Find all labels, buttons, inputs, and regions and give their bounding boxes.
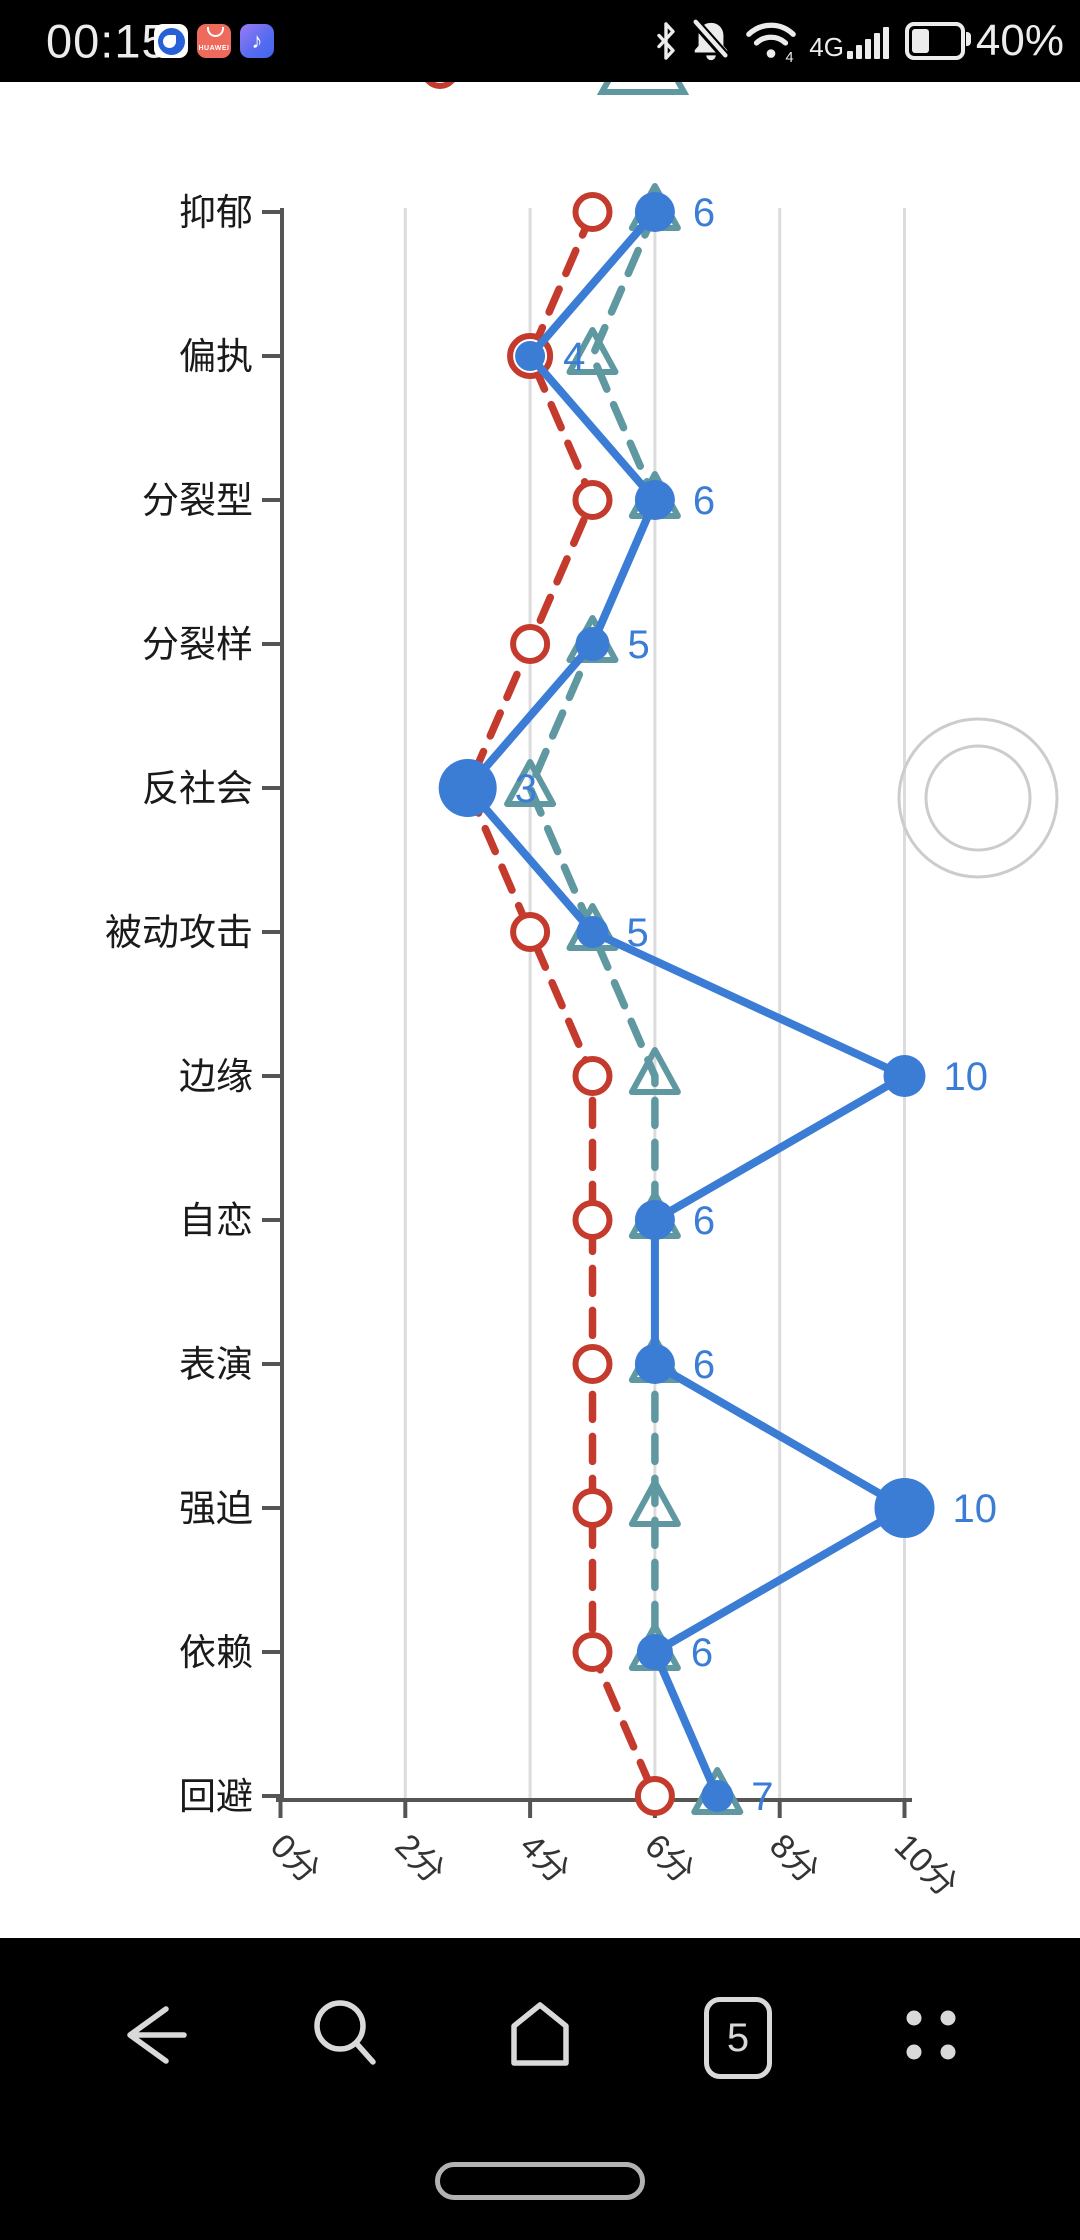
marker-filled-circle xyxy=(634,1200,675,1240)
value-label: 6 xyxy=(693,191,715,235)
x-tick-label: 4分 xyxy=(512,1827,576,1891)
marker-filled-circle xyxy=(515,341,546,371)
clipped-legend-markers xyxy=(425,82,690,95)
marker-open-triangle xyxy=(566,327,619,375)
app-grid-button[interactable] xyxy=(888,1993,972,2077)
recents-icon: 5 xyxy=(704,1997,772,2079)
search-icon xyxy=(314,2000,376,2065)
battery-icon xyxy=(904,22,971,60)
battery-percent-label: 40% xyxy=(975,16,1064,65)
search-button[interactable] xyxy=(303,1993,387,2077)
marker-open-circle xyxy=(572,192,613,232)
browser-app-icon xyxy=(154,24,188,58)
value-label: 10 xyxy=(944,1055,989,1099)
category-label: 边缘 xyxy=(179,1056,253,1097)
x-tick-label: 8分 xyxy=(762,1827,826,1891)
signal-strength-icon: 4G xyxy=(809,22,891,60)
appgallery-app-icon: HUAWEI xyxy=(197,24,231,58)
bluetooth-icon xyxy=(657,22,675,60)
marker-open-circle xyxy=(572,480,613,520)
value-label: 3 xyxy=(515,767,537,811)
category-label: 抑郁 xyxy=(179,192,253,233)
value-label: 5 xyxy=(628,623,650,667)
marker-filled-circle xyxy=(883,1055,926,1097)
recents-button[interactable]: 5 xyxy=(693,1993,777,2079)
status-icons: 4 4G 40% xyxy=(654,0,1080,82)
marker-filled-circle xyxy=(874,1478,935,1538)
marker-filled-circle xyxy=(634,480,675,520)
wifi-badge: 4 xyxy=(786,50,794,64)
series-teal-dashed-open-triangles xyxy=(504,183,744,1815)
back-arrow-icon xyxy=(127,2006,187,2064)
category-label: 反社会 xyxy=(142,768,253,809)
category-label: 表演 xyxy=(179,1344,253,1385)
marker-open-circle xyxy=(572,1056,613,1096)
marker-filled-circle xyxy=(634,1344,675,1384)
series-red-dashed-open-circles xyxy=(447,192,675,1816)
x-tick-label: 10分 xyxy=(887,1827,965,1905)
value-label: 4 xyxy=(563,335,585,379)
marker-open-circle xyxy=(510,624,551,664)
marker-open-circle xyxy=(572,1344,613,1384)
marker-filled-circle xyxy=(701,1780,734,1812)
category-label: 自恋 xyxy=(179,1200,253,1241)
marker-filled-circle xyxy=(575,627,610,661)
music-note-icon: ♪ xyxy=(251,28,263,53)
clock: 00:15 xyxy=(46,14,169,68)
x-tick-label: 6分 xyxy=(637,1827,701,1891)
category-label: 被动攻击 xyxy=(105,912,253,953)
network-type-label: 4G xyxy=(809,32,844,62)
marker-open-circle xyxy=(510,912,551,952)
marker-filled-circle xyxy=(634,192,675,232)
marker-filled-circle xyxy=(438,759,497,817)
marker-filled-circle xyxy=(576,916,609,948)
marker-open-circle xyxy=(634,1776,675,1816)
category-label: 依赖 xyxy=(179,1632,253,1673)
category-label: 回避 xyxy=(179,1776,253,1817)
x-axis-labels: 0分 2分 4分 6分 8分 10分 xyxy=(263,1827,965,1905)
personality-test-line-chart: 0分 2分 4分 6分 8分 10分 抑郁偏执分裂型分裂样反社会被动攻击边缘自恋表演强迫依赖… xyxy=(105,82,1059,1905)
x-tick-label: 0分 xyxy=(263,1827,327,1891)
home-indicator[interactable] xyxy=(435,2162,645,2200)
marker-open-triangle xyxy=(504,759,557,807)
marker-open-triangle xyxy=(628,1479,681,1527)
back-button[interactable] xyxy=(108,1993,192,2077)
appgallery-label: HUAWEI xyxy=(198,45,230,52)
category-label: 偏执 xyxy=(179,336,253,377)
chart-area: 0分 2分 4分 6分 8分 10分 抑郁偏执分裂型分裂样反社会被动攻击边缘自恋表演强迫依赖… xyxy=(0,82,1080,1938)
value-labels: 6 4 6 5 3 5 10 6 6 10 6 7 xyxy=(515,191,997,1819)
category-label: 分裂型 xyxy=(142,480,253,521)
value-label: 6 xyxy=(693,1199,715,1243)
value-label: 6 xyxy=(693,479,715,523)
value-label: 5 xyxy=(627,911,649,955)
marker-open-circle xyxy=(572,1488,613,1528)
wifi-icon: 4 xyxy=(746,22,797,64)
signal-bars-icon xyxy=(846,27,889,59)
music-app-icon: ♪ xyxy=(240,24,274,58)
marker-open-triangle xyxy=(628,1047,681,1095)
category-label: 分裂样 xyxy=(142,624,253,665)
home-button[interactable] xyxy=(498,1993,582,2077)
navigation-bar: 5 xyxy=(0,1938,1080,2240)
axes xyxy=(262,208,912,1818)
marker-filled-circle xyxy=(636,1634,673,1670)
notifications-muted-icon xyxy=(693,19,732,62)
app-grid-icon xyxy=(906,2010,956,2060)
category-label: 强迫 xyxy=(179,1488,253,1529)
value-label: 6 xyxy=(693,1343,715,1387)
marker-open-circle xyxy=(572,1200,613,1240)
recents-count: 5 xyxy=(726,2015,750,2060)
x-tick-label: 2分 xyxy=(388,1827,452,1891)
value-label: 7 xyxy=(751,1775,773,1819)
value-label: 6 xyxy=(691,1631,713,1675)
series-blue-solid-filled-circles xyxy=(438,192,935,1812)
value-label: 10 xyxy=(953,1487,998,1531)
marker-open-circle xyxy=(572,1632,613,1672)
notification-app-icons: HUAWEI ♪ xyxy=(154,24,274,58)
status-bar: 00:15 HUAWEI ♪ 4 4G xyxy=(0,0,1080,82)
home-icon xyxy=(511,2002,569,2066)
floating-ring-widget[interactable] xyxy=(897,717,1059,879)
